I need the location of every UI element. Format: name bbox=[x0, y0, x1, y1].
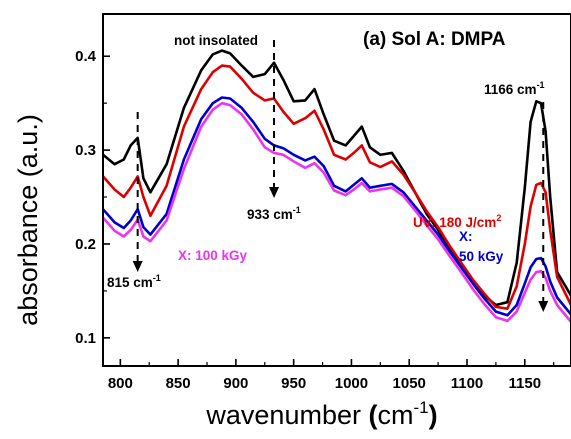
x-axis-title: wavenumber (cm-1) bbox=[205, 398, 437, 430]
x-axis-title-close-paren: ) bbox=[429, 400, 438, 430]
plot-frame bbox=[102, 13, 571, 367]
x-tick-label-950: 950 bbox=[281, 375, 306, 392]
label-peak-1166-sup: -1 bbox=[537, 80, 545, 90]
x-tick-label-1050: 1050 bbox=[393, 375, 426, 392]
label-x50-line1: X: bbox=[459, 229, 473, 244]
label-peak-933-text: 933 cm bbox=[247, 207, 293, 222]
label-uv-sup: 2 bbox=[496, 213, 501, 223]
series-line-0 bbox=[102, 49, 571, 307]
series-line-1 bbox=[102, 64, 571, 310]
x-tick-label-1100: 1100 bbox=[451, 375, 484, 392]
label-peak-815-text: 815 cm bbox=[107, 275, 153, 290]
peak-arrows bbox=[132, 40, 549, 312]
x-axis-title-unit: cm bbox=[377, 400, 413, 430]
x-tick-label-900: 900 bbox=[223, 375, 248, 392]
label-uv-text: UV: 180 J/cm bbox=[413, 215, 496, 230]
x-tick-label-850: 850 bbox=[166, 375, 191, 392]
y-tick-label-3: 0.4 bbox=[75, 48, 97, 65]
arrow-1166-head bbox=[538, 301, 549, 312]
y-tick-label-1: 0.2 bbox=[75, 236, 96, 253]
arrow-815-head bbox=[132, 261, 143, 272]
x-tick-label-800: 800 bbox=[108, 375, 133, 392]
arrow-933-head bbox=[269, 187, 280, 198]
label-peak-815-sup: -1 bbox=[153, 273, 161, 283]
label-peak-933-sup: -1 bbox=[293, 205, 301, 215]
x-axis-title-sup: -1 bbox=[413, 398, 428, 417]
axis-ticks: 800 850 900 950 1000 1050 1100 1150 0.1 0.2 0.3 0.4 bbox=[75, 48, 555, 392]
x-tick-label-1150: 1150 bbox=[509, 375, 542, 392]
y-axis-title: absorbance (a.u.) bbox=[13, 114, 43, 326]
label-peak-1166-text: 1166 cm bbox=[484, 82, 537, 97]
series-line-3 bbox=[102, 101, 571, 323]
label-uv: UV: 180 J/cm2 bbox=[413, 213, 501, 230]
y-tick-label-2: 0.3 bbox=[75, 142, 96, 159]
x-tick-label-1000: 1000 bbox=[335, 375, 368, 392]
label-peak-815: 815 cm-1 bbox=[107, 273, 161, 290]
series-group bbox=[102, 49, 571, 323]
x-axis-title-open-paren: ( bbox=[368, 400, 377, 430]
label-peak-1166: 1166 cm-1 bbox=[484, 80, 545, 97]
label-not-insolated: not insolated bbox=[174, 33, 258, 48]
y-tick-label-0: 0.1 bbox=[75, 330, 96, 347]
label-peak-933: 933 cm-1 bbox=[247, 205, 301, 222]
series-line-2 bbox=[102, 96, 571, 317]
chart-title: (a) Sol A: DMPA bbox=[363, 29, 506, 50]
label-x50-line2: 50 kGy bbox=[459, 249, 504, 264]
x-axis-title-main: wavenumber bbox=[205, 400, 368, 430]
label-x100: X: 100 kGy bbox=[178, 248, 248, 263]
